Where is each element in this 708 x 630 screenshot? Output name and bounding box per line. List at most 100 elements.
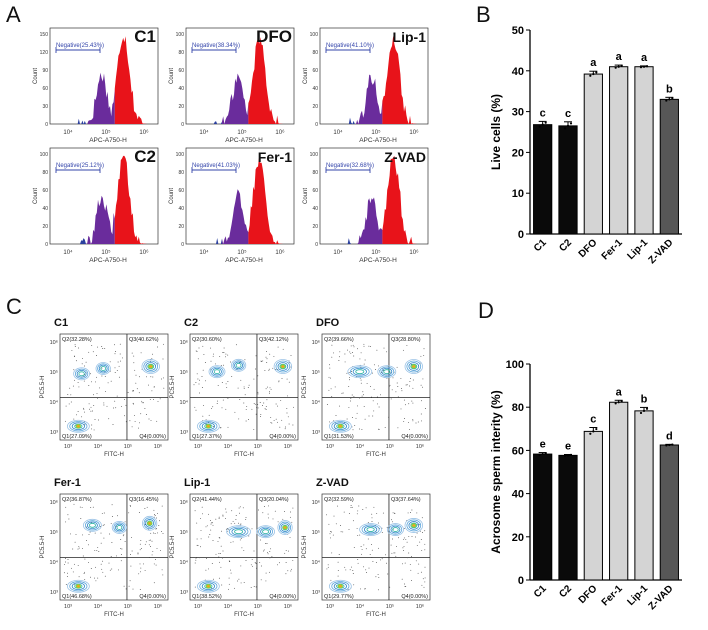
- contour-ring: [279, 521, 292, 534]
- event-dot: [347, 588, 349, 590]
- contour-ring: [83, 518, 102, 532]
- event-dot: [403, 538, 405, 540]
- event-dot: [217, 400, 219, 402]
- event-dot: [103, 512, 105, 514]
- event-dot: [132, 588, 134, 590]
- event-dot: [284, 428, 286, 430]
- contour-ring: [143, 517, 156, 530]
- event-dot: [266, 399, 268, 401]
- event-dot: [414, 536, 416, 538]
- y-axis-label: PC5.5-H: [302, 375, 308, 398]
- event-dot: [351, 506, 353, 508]
- event-dot: [153, 399, 155, 401]
- data-point: [541, 452, 544, 456]
- significance-letter: e: [565, 441, 571, 453]
- event-dot: [102, 560, 104, 562]
- y-axis-title: Live cells (%): [489, 94, 503, 170]
- event-dot: [258, 509, 259, 511]
- event-dot: [267, 517, 269, 519]
- x-tick-label: Z-VAD: [647, 583, 676, 612]
- event-dot: [424, 549, 426, 551]
- event-dot: [281, 378, 283, 380]
- density-peak: [149, 365, 153, 368]
- event-dot: [205, 569, 207, 571]
- y-tick-label: 10⁶: [180, 499, 188, 506]
- event-dot: [356, 412, 358, 414]
- event-dot: [212, 524, 214, 526]
- data-point: [639, 411, 643, 415]
- event-dot: [272, 518, 274, 520]
- x-tick-label: 10³: [194, 444, 202, 450]
- event-dot: [202, 345, 204, 347]
- event-dot: [102, 571, 104, 573]
- event-dot: [222, 399, 224, 401]
- event-dot: [415, 560, 417, 562]
- event-dot: [131, 536, 133, 538]
- event-dot: [196, 544, 198, 546]
- event-dot: [114, 400, 116, 402]
- event-dot: [194, 562, 196, 564]
- event-dot: [228, 577, 230, 579]
- event-dot: [199, 557, 201, 559]
- contour-ring: [196, 579, 220, 593]
- histogram-blue-region: [320, 117, 356, 124]
- histogram-red-region: [382, 35, 428, 124]
- y-axis-label: Count: [33, 68, 39, 84]
- density-peak: [77, 585, 80, 588]
- y-tick-label: 20: [178, 224, 184, 230]
- event-dot: [337, 575, 339, 577]
- y-tick-label: 10⁶: [50, 499, 58, 506]
- event-dot: [199, 392, 200, 394]
- quadrant-label-q1: Q1(46.68%): [62, 594, 92, 600]
- event-dot: [93, 429, 95, 431]
- event-dot: [330, 579, 332, 581]
- event-dot: [91, 424, 93, 426]
- event-dot: [388, 386, 390, 388]
- event-dot: [203, 404, 205, 406]
- event-dot: [360, 546, 362, 547]
- event-dot: [275, 418, 277, 420]
- histogram-title: C2: [134, 147, 156, 166]
- event-dot: [150, 539, 152, 541]
- event-dot: [404, 418, 405, 419]
- event-dot: [352, 344, 354, 346]
- data-point: [617, 401, 620, 404]
- event-dot: [288, 381, 290, 383]
- event-dot: [363, 406, 365, 408]
- event-dot: [194, 586, 196, 588]
- x-tick-label: 10⁴: [94, 443, 103, 450]
- event-dot: [107, 382, 109, 384]
- event-dot: [239, 512, 240, 514]
- data-point: [665, 444, 668, 447]
- histogram-title: Lip-1: [393, 29, 427, 45]
- event-dot: [243, 387, 245, 389]
- event-dot: [83, 408, 85, 410]
- event-dot: [251, 558, 253, 560]
- x-tick-label: 10⁵: [371, 249, 381, 256]
- contour-ring: [347, 365, 373, 379]
- event-dot: [264, 370, 266, 372]
- event-dot: [239, 399, 241, 400]
- event-dot: [366, 382, 368, 384]
- event-dot: [412, 387, 414, 389]
- event-dot: [248, 384, 250, 386]
- event-dot: [340, 525, 341, 526]
- event-dot: [407, 557, 409, 559]
- event-dot: [154, 533, 156, 534]
- density-peak: [281, 365, 285, 368]
- y-tick-label: 10⁵: [312, 369, 320, 376]
- contour-ring: [256, 525, 276, 539]
- y-tick-label: 100: [176, 32, 185, 38]
- event-dot: [368, 567, 370, 569]
- event-dot: [421, 584, 423, 586]
- x-axis-label: FITC-H: [104, 452, 124, 458]
- event-dot: [382, 512, 384, 514]
- event-dot: [368, 345, 370, 347]
- y-axis-label: Count: [303, 188, 309, 204]
- contour-ring: [116, 525, 123, 530]
- event-dot: [354, 425, 356, 427]
- event-dot: [235, 519, 237, 521]
- x-axis-label: FITC-H: [366, 452, 386, 458]
- event-dot: [90, 507, 92, 509]
- gate-label: Negative(32.68%): [326, 163, 374, 169]
